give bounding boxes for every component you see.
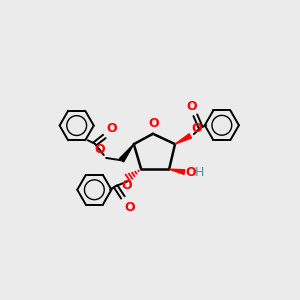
Text: O: O xyxy=(186,166,196,178)
Text: O: O xyxy=(94,143,105,156)
Text: O: O xyxy=(106,122,117,135)
Polygon shape xyxy=(175,134,191,144)
Text: O: O xyxy=(125,201,135,214)
Polygon shape xyxy=(119,144,134,162)
Text: O: O xyxy=(122,179,132,192)
Text: O: O xyxy=(187,100,197,113)
Text: O: O xyxy=(148,117,159,130)
Text: ·H: ·H xyxy=(191,166,205,179)
Polygon shape xyxy=(169,169,185,174)
Text: O: O xyxy=(191,122,202,135)
